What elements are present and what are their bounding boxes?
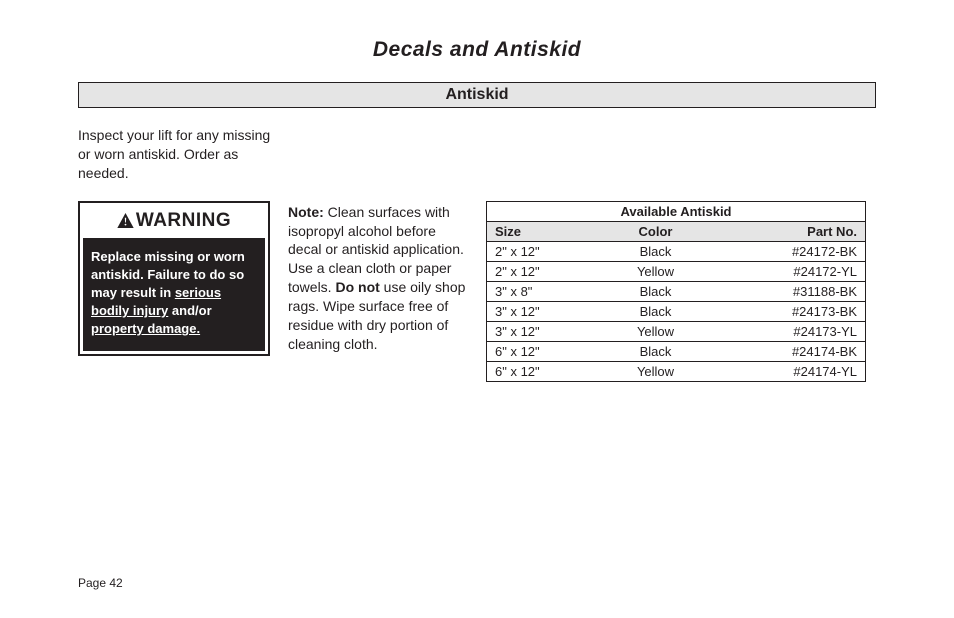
table-row: 2" x 12" Yellow #24172-YL — [487, 261, 866, 281]
warning-header: WARNING — [83, 206, 265, 238]
cell-part: #24174-BK — [737, 341, 866, 361]
table-row: 2" x 12" Black #24172-BK — [487, 241, 866, 261]
warning-body: Replace missing or worn antiskid. Failur… — [83, 238, 265, 351]
cell-part: #24173-BK — [737, 301, 866, 321]
table-row: 3" x 8" Black #31188-BK — [487, 281, 866, 301]
cell-part: #24173-YL — [737, 321, 866, 341]
table-row: 6" x 12" Yellow #24174-YL — [487, 361, 866, 381]
cell-size: 3" x 8" — [487, 281, 607, 301]
cell-size: 6" x 12" — [487, 361, 607, 381]
table-row: 3" x 12" Yellow #24173-YL — [487, 321, 866, 341]
cell-size: 2" x 12" — [487, 241, 607, 261]
cell-color: Yellow — [607, 361, 737, 381]
table-title: Available Antiskid — [487, 201, 866, 221]
table-row: 3" x 12" Black #24173-BK — [487, 301, 866, 321]
warning-icon — [117, 213, 134, 228]
cell-color: Yellow — [607, 261, 737, 281]
warning-box: WARNING Replace missing or worn antiskid… — [78, 201, 270, 356]
note-label: Note: — [288, 204, 324, 220]
cell-part: #24172-BK — [737, 241, 866, 261]
warning-label: WARNING — [136, 210, 231, 232]
intro-text: Inspect your lift for any missing or wor… — [78, 126, 278, 183]
cell-part: #24174-YL — [737, 361, 866, 381]
warning-underline-2: property damage. — [91, 321, 200, 336]
page-number: Page 42 — [78, 576, 123, 590]
cell-size: 3" x 12" — [487, 321, 607, 341]
cell-color: Black — [607, 341, 737, 361]
warning-text-mid: and/or — [168, 303, 211, 318]
page-title: Decals and Antiskid — [78, 38, 876, 62]
cell-color: Black — [607, 241, 737, 261]
col-part: Part No. — [737, 221, 866, 241]
col-color: Color — [607, 221, 737, 241]
cell-part: #24172-YL — [737, 261, 866, 281]
cell-size: 3" x 12" — [487, 301, 607, 321]
cell-size: 6" x 12" — [487, 341, 607, 361]
cell-color: Black — [607, 281, 737, 301]
antiskid-table: Available Antiskid Size Color Part No. 2… — [486, 201, 866, 382]
table-row: 6" x 12" Black #24174-BK — [487, 341, 866, 361]
col-size: Size — [487, 221, 607, 241]
cell-color: Yellow — [607, 321, 737, 341]
warning-text-1: Replace missing or worn antiskid. Failur… — [91, 249, 245, 300]
cell-color: Black — [607, 301, 737, 321]
do-not-label: Do not — [335, 279, 379, 295]
cell-size: 2" x 12" — [487, 261, 607, 281]
cell-part: #31188-BK — [737, 281, 866, 301]
section-heading: Antiskid — [78, 82, 876, 108]
note-column: Note: Clean surfaces with isopropyl alco… — [288, 201, 468, 354]
